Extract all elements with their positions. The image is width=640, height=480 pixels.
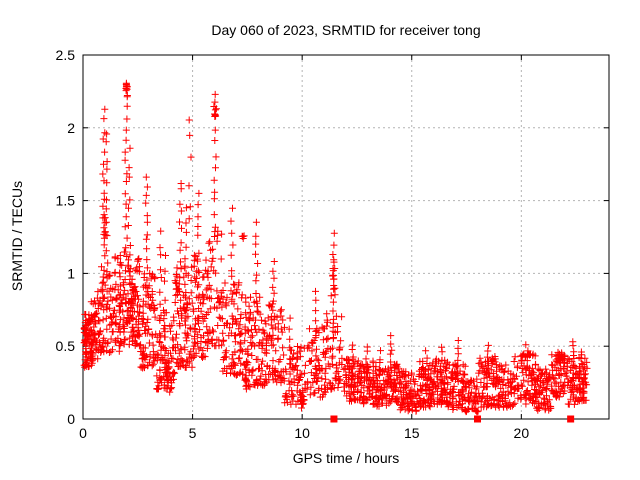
x-tick-label: 5 xyxy=(189,425,197,441)
y-tick-label: 1.5 xyxy=(56,193,76,209)
epoch-square-marker xyxy=(474,415,481,423)
epoch-square-marker xyxy=(330,415,338,423)
x-tick-label: 10 xyxy=(294,425,310,441)
y-axis-label: SRMTID / TECUs xyxy=(9,180,25,292)
y-tick-label: 1 xyxy=(67,265,75,281)
x-tick-label: 15 xyxy=(404,425,420,441)
x-axis-label: GPS time / hours xyxy=(292,450,400,466)
data-points-plus-markers xyxy=(80,79,591,416)
plot-title: Day 060 of 2023, SRMTID for receiver ton… xyxy=(211,22,481,38)
y-tick-label: 0 xyxy=(67,411,75,427)
x-tick-label: 20 xyxy=(514,425,530,441)
y-tick-label: 2.5 xyxy=(56,47,76,63)
x-tick-label: 0 xyxy=(79,425,87,441)
y-tick-label: 0.5 xyxy=(56,338,76,354)
y-tick-label: 2 xyxy=(67,120,75,136)
plot-border xyxy=(82,54,610,420)
epoch-square-marker xyxy=(567,415,575,423)
